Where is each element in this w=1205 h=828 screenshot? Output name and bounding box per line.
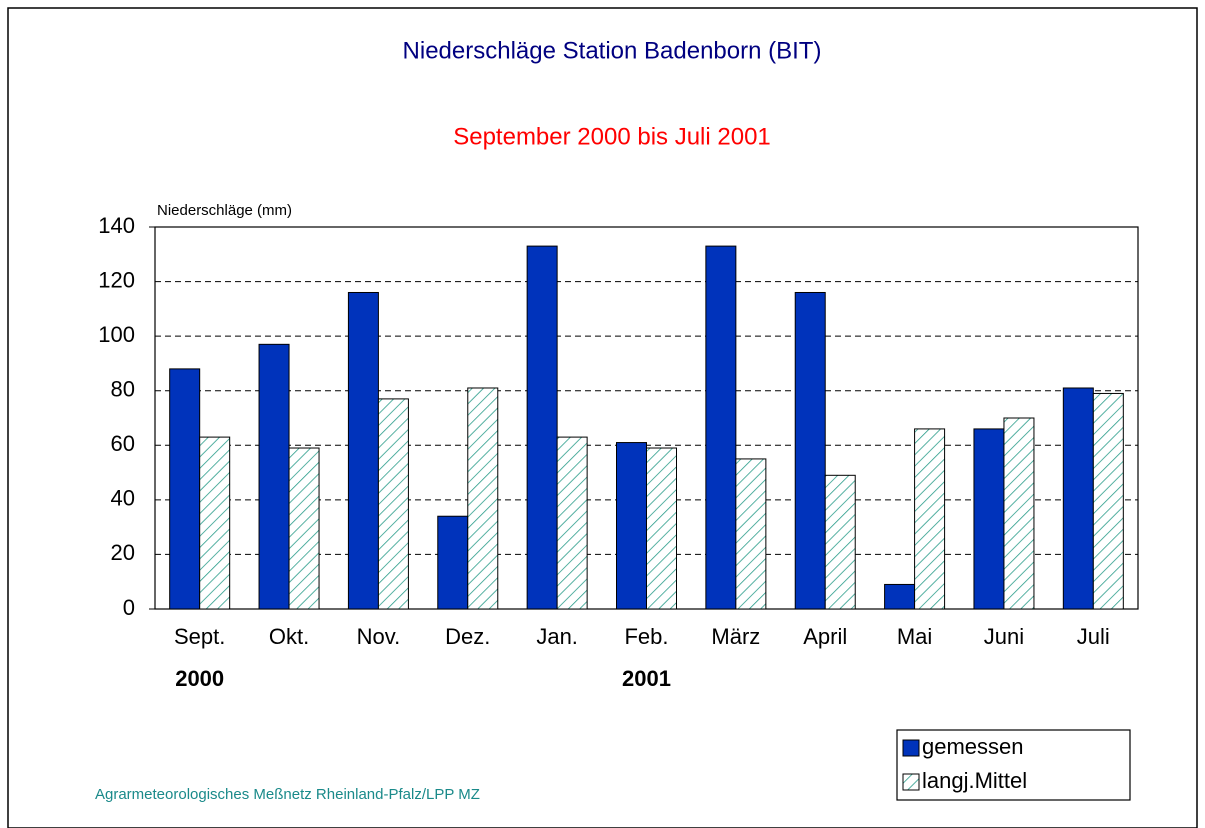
bar (437, 515, 469, 610)
bar (824, 474, 856, 610)
legend-swatch (902, 773, 920, 791)
y-tick-label: 0 (123, 595, 135, 620)
bar (884, 583, 916, 610)
x-tick-label: März (711, 624, 760, 649)
legend-label: langj.Mittel (922, 768, 1027, 793)
bar (1092, 392, 1124, 610)
year-label: 2000 (175, 666, 224, 691)
bar (467, 387, 499, 610)
bar (616, 442, 647, 610)
bar (646, 447, 677, 610)
legend-box (896, 729, 1131, 801)
bar (347, 291, 379, 610)
bar (705, 245, 737, 610)
x-tick-label: April (803, 624, 847, 649)
bar (556, 436, 588, 610)
x-tick-label: Nov. (357, 624, 401, 649)
bar (199, 436, 231, 610)
bar (914, 428, 946, 610)
bar (973, 428, 1005, 610)
y-tick-label: 100 (98, 322, 135, 347)
x-tick-label: Juli (1077, 624, 1110, 649)
y-tick-label: 140 (98, 213, 135, 238)
y-axis-label: Niederschläge (mm) (157, 202, 292, 219)
bar (288, 447, 320, 610)
bar (794, 291, 826, 610)
x-tick-label: Mai (897, 624, 932, 649)
x-tick-label: Juni (984, 624, 1024, 649)
y-tick-label: 80 (111, 377, 135, 402)
chart-subtitle: September 2000 bis Juli 2001 (453, 123, 771, 150)
x-tick-label: Feb. (624, 624, 668, 649)
chart-title: Niederschläge Station Badenborn (BIT) (403, 37, 822, 64)
bar (169, 368, 201, 610)
x-tick-label: Jan. (536, 624, 578, 649)
bar (735, 458, 767, 610)
footer: Agrarmeteorologisches Meßnetz Rheinland-… (95, 786, 480, 803)
y-tick-label: 60 (111, 431, 135, 456)
bar (377, 398, 409, 610)
x-tick-label: Okt. (269, 624, 309, 649)
y-tick-label: 20 (111, 540, 135, 565)
bar (258, 343, 290, 610)
legend-label: gemessen (922, 734, 1024, 759)
legend-swatch (902, 739, 920, 757)
y-tick-label: 40 (111, 486, 135, 511)
x-tick-label: Sept. (174, 624, 225, 649)
bar (1062, 387, 1094, 610)
bar (526, 245, 558, 610)
bar (1003, 417, 1035, 610)
y-tick-label: 120 (98, 267, 135, 292)
x-tick-label: Dez. (445, 624, 490, 649)
year-label: 2001 (622, 666, 671, 691)
frame (7, 7, 1198, 828)
